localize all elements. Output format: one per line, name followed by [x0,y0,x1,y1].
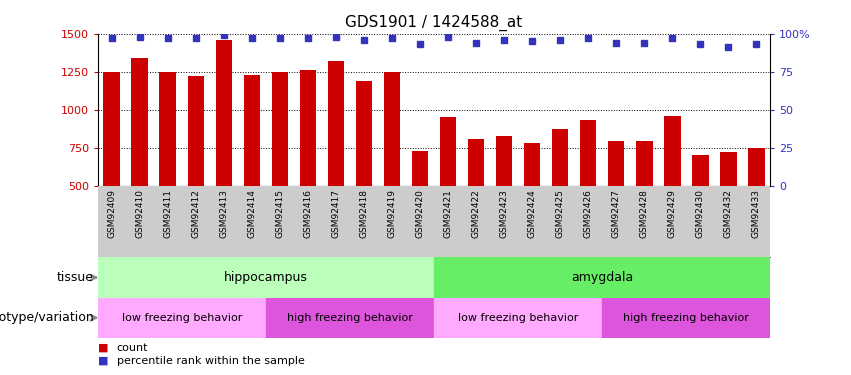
Bar [748,148,764,186]
Bar [328,61,345,186]
Bar [243,75,260,186]
Text: GSM92429: GSM92429 [668,189,677,238]
Text: GSM92409: GSM92409 [107,189,117,238]
Bar [608,141,625,186]
Bar [187,76,204,186]
Text: GSM92419: GSM92419 [387,189,397,238]
Bar [215,40,232,186]
Text: low freezing behavior: low freezing behavior [122,313,242,323]
Text: ■: ■ [98,356,108,366]
Bar [98,298,266,338]
Bar [602,298,770,338]
Text: hippocampus: hippocampus [224,271,308,284]
Text: low freezing behavior: low freezing behavior [458,313,578,323]
Text: high freezing behavior: high freezing behavior [623,313,749,323]
Bar [104,72,120,186]
Bar [664,116,681,186]
Text: GSM92425: GSM92425 [556,189,564,238]
Text: GSM92422: GSM92422 [471,189,481,238]
Bar [384,72,400,186]
Text: GSM92415: GSM92415 [276,189,284,238]
Bar [720,152,736,186]
Bar [551,129,568,186]
Text: GSM92410: GSM92410 [135,189,145,238]
Text: genotype/variation: genotype/variation [0,311,94,324]
Text: GSM92416: GSM92416 [304,189,312,238]
Text: ■: ■ [98,343,108,352]
Bar [271,72,288,186]
Text: GSM92411: GSM92411 [163,189,173,238]
Text: GSM92417: GSM92417 [332,189,340,238]
Text: GSM92414: GSM92414 [248,189,256,238]
Text: GSM92427: GSM92427 [612,189,620,238]
Bar [692,155,709,186]
Bar [495,135,512,186]
Text: GSM92413: GSM92413 [220,189,228,238]
Text: GSM92432: GSM92432 [723,189,733,238]
Text: high freezing behavior: high freezing behavior [287,313,413,323]
Bar [356,81,373,186]
Text: GSM92423: GSM92423 [500,189,509,238]
Bar [440,117,456,186]
Text: GSM92428: GSM92428 [640,189,648,238]
Bar [98,257,434,298]
Bar [636,141,653,186]
Bar [523,143,540,186]
Text: GSM92418: GSM92418 [359,189,368,238]
Text: GSM92426: GSM92426 [584,189,592,238]
Bar [434,298,602,338]
Title: GDS1901 / 1424588_at: GDS1901 / 1424588_at [346,15,523,31]
Text: GSM92433: GSM92433 [751,189,761,238]
Text: GSM92430: GSM92430 [695,189,705,238]
Text: tissue: tissue [57,271,94,284]
Text: GSM92421: GSM92421 [443,189,453,238]
Bar [300,70,317,186]
Text: GSM92420: GSM92420 [415,189,425,238]
Bar [159,72,176,186]
Bar [467,138,484,186]
Bar [266,298,434,338]
Text: GSM92424: GSM92424 [528,189,536,238]
Text: count: count [117,343,148,352]
Bar [412,151,428,186]
Bar [131,58,148,186]
Bar [434,257,770,298]
Bar [580,120,597,186]
Text: amygdala: amygdala [571,271,633,284]
Text: percentile rank within the sample: percentile rank within the sample [117,356,305,366]
Text: GSM92412: GSM92412 [191,189,200,238]
